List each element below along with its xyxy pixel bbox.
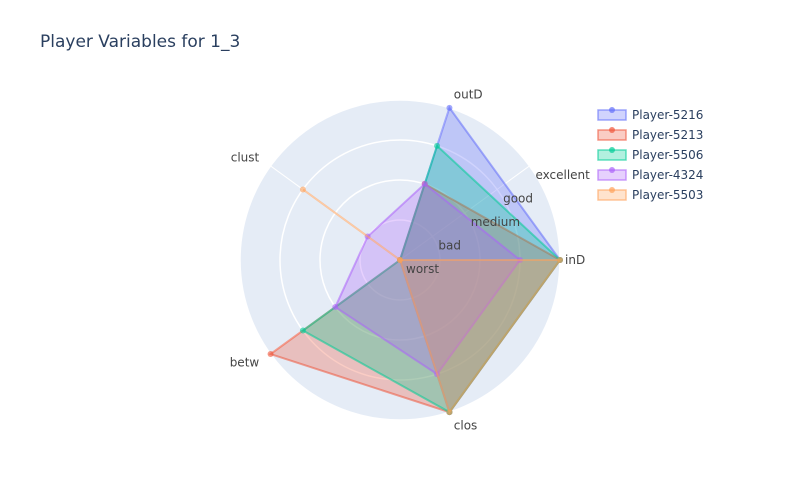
radial-tick-label: medium <box>471 215 520 229</box>
series-point <box>299 327 306 334</box>
chart-title: Player Variables for 1_3 <box>40 32 241 52</box>
legend-marker <box>609 127 615 133</box>
series-point <box>446 104 453 111</box>
legend: Player-5216 Player-5213 Player-5506 Player-… <box>597 107 703 202</box>
legend-label: Player-5216 <box>632 108 703 122</box>
radial-tick-label: worst <box>406 262 439 276</box>
axis-label: outD <box>454 88 483 102</box>
legend-marker <box>609 147 615 153</box>
series-point <box>397 257 403 263</box>
axis-label: inD <box>565 253 585 267</box>
axis-label: betw <box>230 355 260 369</box>
radial-tick-label: bad <box>438 238 461 252</box>
series-point <box>267 351 274 358</box>
radial-tick-label: excellent <box>535 168 590 182</box>
series-area <box>334 182 522 376</box>
legend-label: Player-5503 <box>632 188 703 202</box>
axis-label: clos <box>454 418 478 432</box>
axis-label: clust <box>231 151 260 165</box>
legend-item[interactable]: Player-4324 <box>597 167 703 182</box>
series-point <box>332 304 339 311</box>
legend-label: Player-5506 <box>632 148 703 162</box>
series-point <box>557 257 563 263</box>
radial-axis-line <box>399 162 535 261</box>
legend-marker <box>609 187 615 193</box>
series-point <box>446 409 453 416</box>
legend-marker <box>609 107 615 113</box>
legend-item[interactable]: Player-5506 <box>597 147 703 162</box>
legend-item[interactable]: Player-5213 <box>597 127 703 142</box>
series-area <box>302 188 562 415</box>
series-point <box>434 142 441 149</box>
series-point <box>421 180 428 187</box>
legend-marker <box>609 167 615 173</box>
legend-item[interactable]: Player-5216 <box>597 107 703 122</box>
legend-label: Player-4324 <box>632 168 703 182</box>
legend-item[interactable]: Player-5503 <box>597 187 703 202</box>
series-point <box>299 186 306 193</box>
legend-label: Player-5213 <box>632 128 703 142</box>
series-Player-5503 <box>299 186 563 416</box>
radial-tick-label: good <box>503 191 533 205</box>
